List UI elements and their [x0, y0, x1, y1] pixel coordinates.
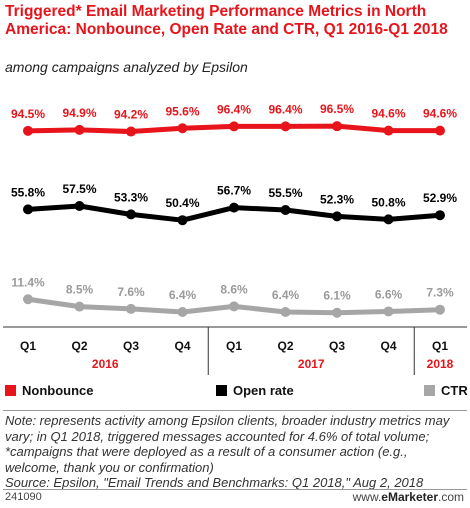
- data-point-nonbounce: [229, 121, 239, 132]
- legend-swatch-open-rate: [216, 385, 227, 396]
- data-point-open-rate: [126, 209, 136, 220]
- data-point-ctr: [435, 304, 445, 315]
- data-point-nonbounce: [126, 126, 136, 137]
- x-tick-label: Q2: [277, 339, 293, 353]
- data-label-nonbounce: 94.9%: [62, 106, 96, 120]
- data-label-nonbounce: 94.5%: [11, 107, 45, 121]
- data-point-ctr: [332, 307, 342, 318]
- data-point-open-rate: [435, 210, 445, 221]
- line-chart: 94.5% 94.9% 94.2% 95.6% 96.4% 96.4% 96.5% 94.6%…: [3, 102, 467, 375]
- data-label-ctr: 6.4%: [272, 288, 300, 302]
- emarketer-link[interactable]: www.eMarketer.com: [353, 490, 464, 504]
- data-point-ctr: [229, 301, 239, 312]
- legend-label-nonbounce: Nonbounce: [22, 383, 94, 398]
- data-point-nonbounce: [74, 124, 85, 135]
- data-label-open-rate: 56.7%: [217, 184, 251, 198]
- data-label-ctr: 7.6%: [117, 285, 145, 299]
- data-point-ctr: [177, 306, 188, 317]
- data-label-nonbounce: 96.4%: [217, 102, 251, 116]
- data-point-ctr: [74, 301, 85, 312]
- data-label-open-rate: 50.8%: [371, 195, 405, 209]
- data-point-nonbounce: [435, 125, 445, 136]
- x-tick-label: Q4: [380, 339, 396, 353]
- data-point-ctr: [280, 306, 291, 317]
- data-label-open-rate: 52.3%: [320, 192, 354, 206]
- year-label: 2018: [427, 357, 454, 371]
- data-point-ctr: [383, 306, 394, 317]
- legend-label-open-rate: Open rate: [233, 383, 294, 398]
- legend-swatch-nonbounce: [5, 385, 16, 396]
- data-point-open-rate: [332, 211, 342, 222]
- footnote-divider: [3, 410, 467, 411]
- note-text: Note: represents activity among Epsilon …: [5, 413, 450, 475]
- brand-prefix: www.: [352, 490, 382, 504]
- data-point-open-rate: [23, 204, 33, 215]
- data-point-ctr: [23, 294, 33, 305]
- x-tick-label: Q3: [123, 339, 139, 353]
- legend-item-ctr: CTR: [424, 383, 468, 398]
- data-label-nonbounce: 96.5%: [320, 102, 354, 116]
- chart-id: 241090: [5, 491, 42, 503]
- data-point-open-rate: [280, 205, 291, 215]
- brand-suffix: .com: [437, 490, 464, 504]
- legend-item-nonbounce: Nonbounce: [5, 383, 94, 398]
- x-tick-label: Q1: [432, 339, 448, 353]
- x-tick-label: Q3: [329, 339, 345, 353]
- data-label-nonbounce: 95.6%: [165, 104, 199, 118]
- x-tick-label: Q1: [226, 339, 242, 353]
- brand-name: eMarketer: [381, 490, 438, 504]
- data-label-ctr: 6.6%: [375, 287, 403, 301]
- data-point-open-rate: [229, 202, 239, 213]
- data-label-nonbounce: 94.6%: [371, 107, 405, 121]
- data-label-open-rate: 57.5%: [62, 182, 96, 196]
- data-label-open-rate: 50.4%: [165, 196, 199, 210]
- data-point-nonbounce: [383, 125, 394, 136]
- chart-title: Triggered* Email Marketing Performance M…: [5, 3, 448, 38]
- footnote: Note: represents activity among Epsilon …: [5, 413, 465, 491]
- data-label-ctr: 7.3%: [426, 286, 454, 300]
- legend-item-open-rate: Open rate: [216, 383, 294, 398]
- year-label: 2017: [298, 357, 325, 371]
- data-point-ctr: [126, 303, 136, 314]
- data-label-nonbounce: 96.4%: [268, 102, 302, 116]
- data-label-nonbounce: 94.6%: [423, 107, 457, 121]
- data-label-nonbounce: 94.2%: [114, 108, 148, 122]
- data-point-nonbounce: [23, 125, 33, 136]
- data-label-open-rate: 55.5%: [268, 186, 302, 200]
- legend-label-ctr: CTR: [441, 383, 468, 398]
- data-label-ctr: 8.5%: [66, 283, 94, 297]
- footer-divider: [3, 489, 467, 490]
- data-label-open-rate: 53.3%: [114, 190, 148, 204]
- data-label-ctr: 8.6%: [220, 282, 248, 296]
- data-label-open-rate: 55.8%: [11, 185, 45, 199]
- data-point-nonbounce: [177, 123, 188, 134]
- data-label-ctr: 6.4%: [169, 288, 197, 302]
- x-tick-label: Q1: [20, 339, 36, 353]
- data-label-ctr: 6.1%: [323, 289, 351, 303]
- data-point-nonbounce: [280, 121, 291, 132]
- data-point-open-rate: [74, 201, 85, 211]
- year-label: 2016: [92, 357, 119, 371]
- x-tick-label: Q2: [71, 339, 87, 353]
- data-label-open-rate: 52.9%: [423, 191, 457, 205]
- source-text: Source: Epsilon, "Email Trends and Bench…: [5, 475, 424, 490]
- chart-legend: Nonbounce Open rate CTR: [0, 383, 470, 401]
- data-point-open-rate: [383, 214, 394, 225]
- data-label-ctr: 11.4%: [11, 275, 45, 289]
- legend-swatch-ctr: [424, 385, 435, 396]
- data-point-nonbounce: [332, 121, 342, 132]
- chart-subtitle: among campaigns analyzed by Epsilon: [5, 59, 248, 75]
- data-point-open-rate: [177, 215, 188, 226]
- x-tick-label: Q4: [174, 339, 190, 353]
